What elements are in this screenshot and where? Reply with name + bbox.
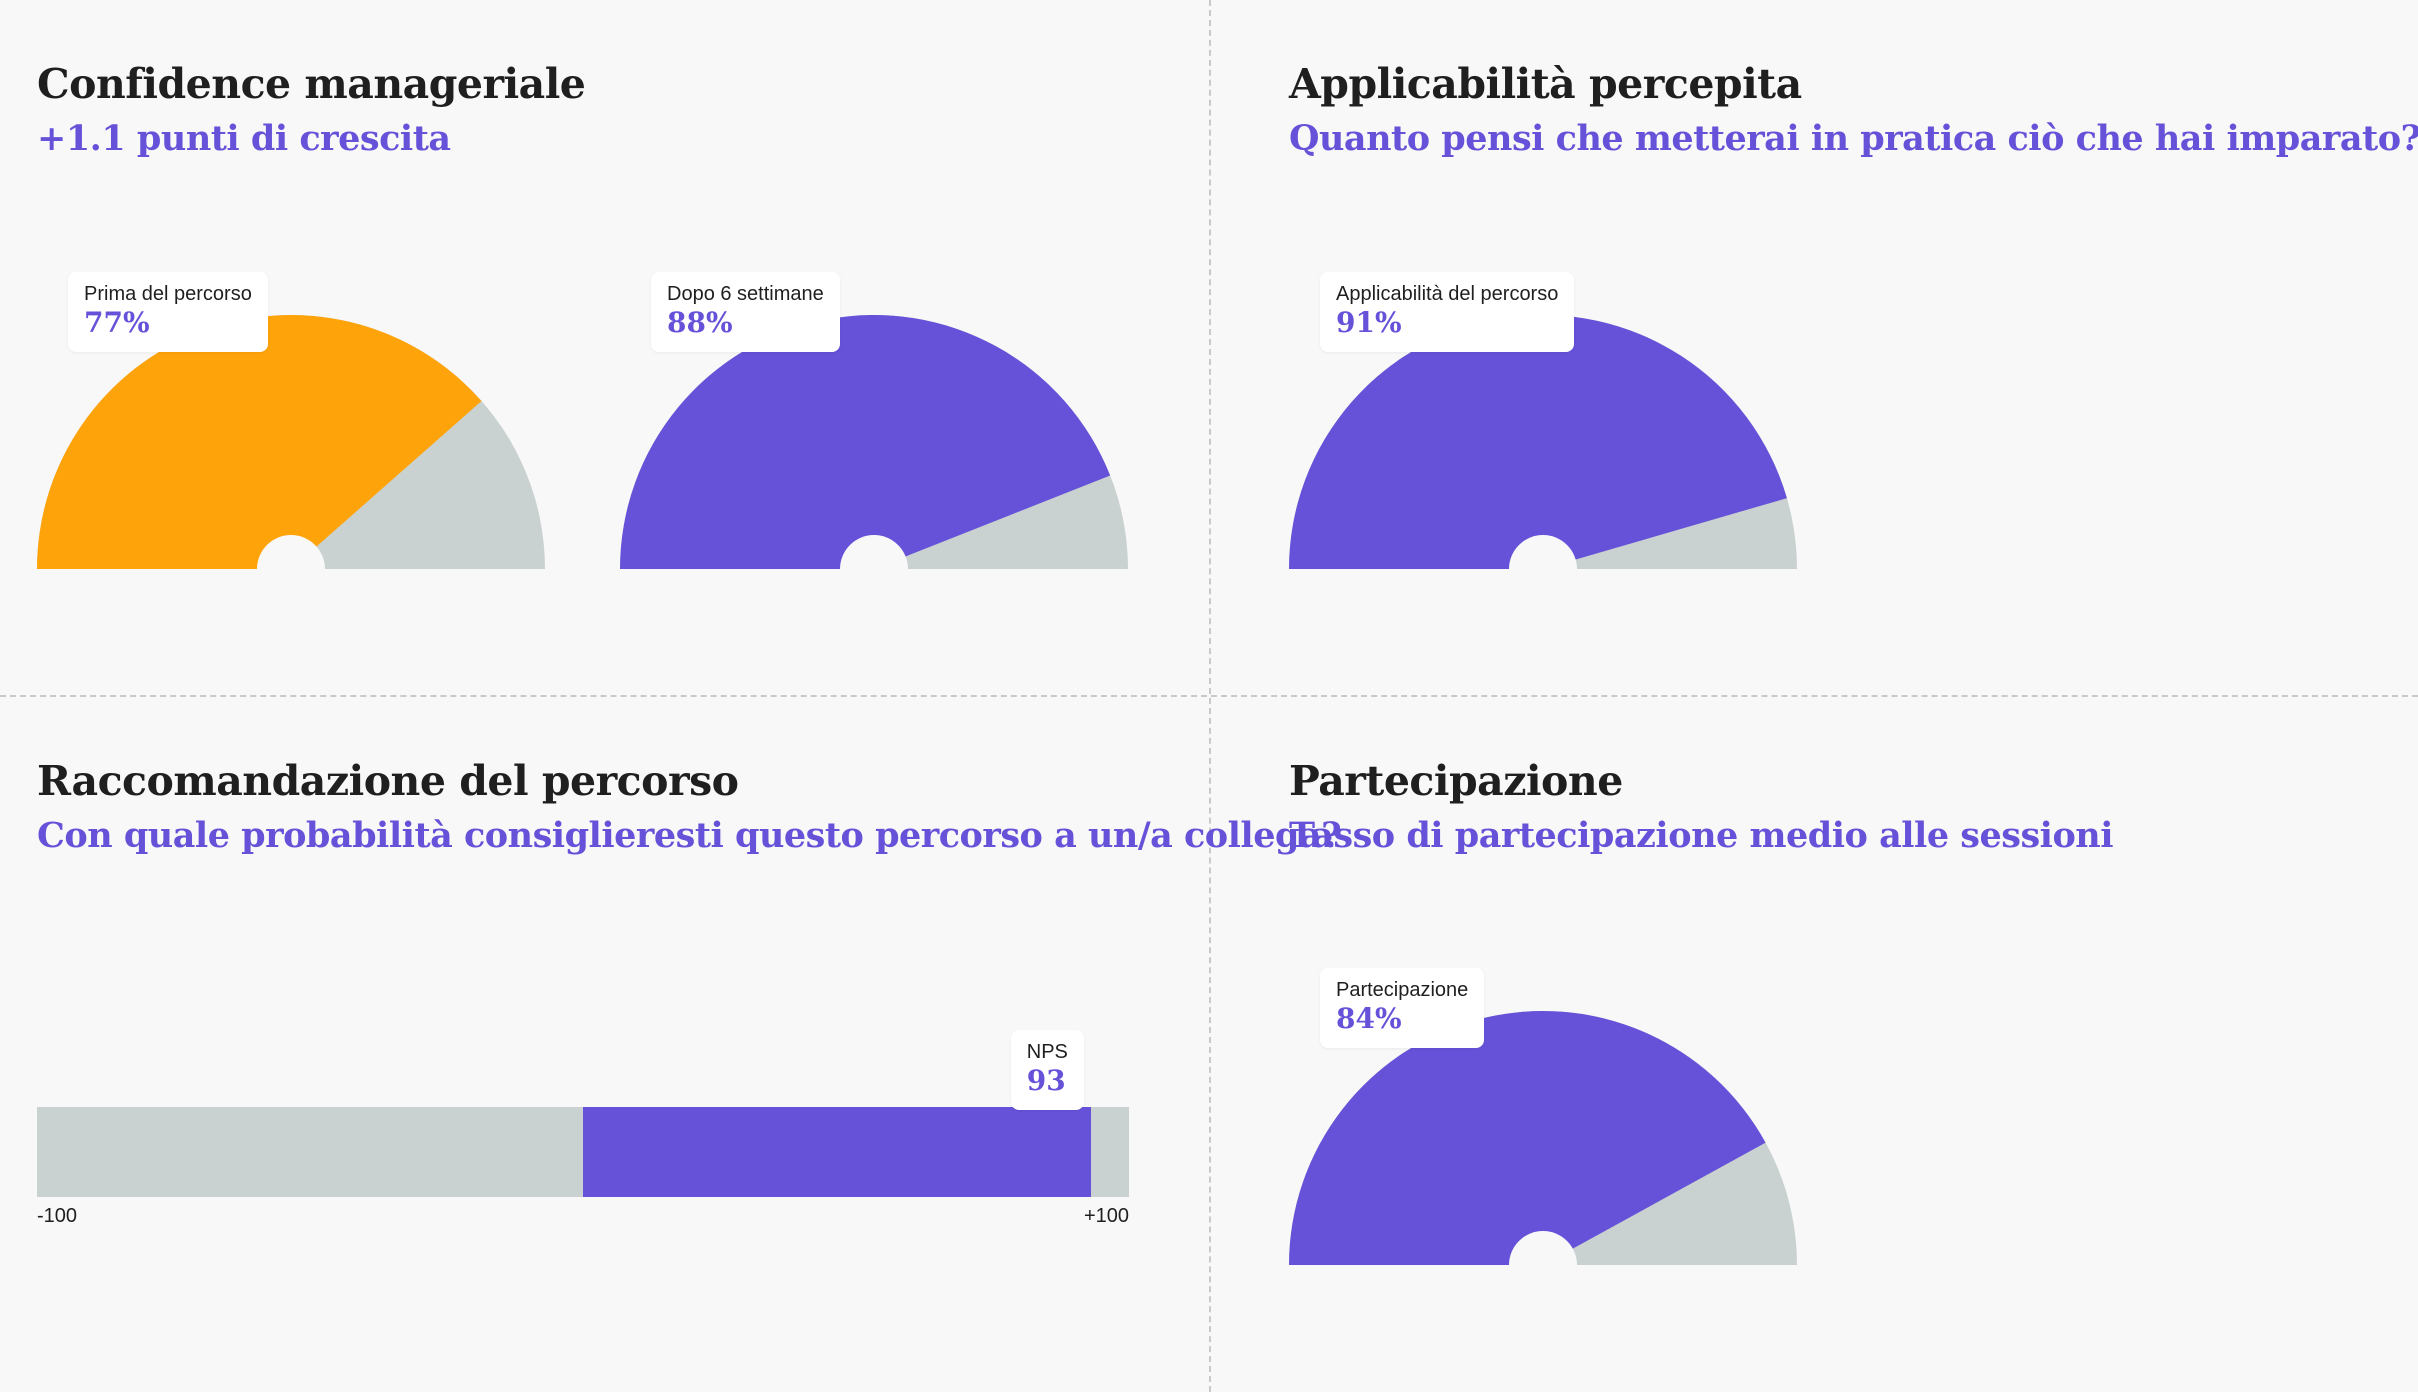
gauge-before-tooltip: Prima del percorso 77% (68, 272, 268, 352)
gauge-before-svg (37, 315, 545, 606)
gauge-after-svg (620, 315, 1128, 606)
nps-min-label: -100 (37, 1205, 78, 1227)
gauge-baseline-mask (1507, 570, 1579, 606)
gauge-value: 77% (84, 306, 150, 339)
panel-title: Confidence manageriale (37, 60, 586, 108)
gauge-value: 88% (667, 306, 733, 339)
gauge-label: Prima del percorso (84, 283, 252, 305)
nps-max-label: +100 (1083, 1205, 1129, 1227)
gauge-value: 91% (1336, 306, 1402, 339)
gauge-participation-svg (1289, 1010, 1797, 1302)
panel-title: Raccomandazione del percorso (37, 757, 739, 805)
gauge-participation-tooltip: Partecipazione 84% (1320, 968, 1485, 1048)
gauge-label: Partecipazione (1336, 979, 1469, 1001)
gauge-after: Dopo 6 settimane 88% (620, 272, 1128, 606)
gauge-after-tooltip: Dopo 6 settimane 88% (651, 272, 840, 352)
nps-value: 93 (1026, 1064, 1066, 1097)
horizontal-divider (0, 695, 2418, 697)
nps-fill-bar (583, 1107, 1091, 1197)
gauge-before: Prima del percorso 77% (37, 272, 545, 606)
gauge-applicability-tooltip: Applicabilità del percorso 91% (1320, 272, 1575, 352)
panel-subtitle: +1.1 punti di crescita (37, 118, 451, 159)
gauge-baseline-mask (255, 570, 327, 606)
gauge-value: 84% (1336, 1002, 1402, 1035)
gauge-baseline-mask (838, 570, 910, 606)
nps-bar-chart: NPS 93 -100 +100 (37, 1030, 1129, 1230)
gauge-participation: Partecipazione 84% (1289, 968, 1797, 1302)
nps-tooltip: NPS 93 (1010, 1030, 1084, 1110)
panel-subtitle: Tasso di partecipazione medio alle sessi… (1289, 815, 2114, 856)
gauge-fill (620, 315, 1111, 569)
panel-subtitle: Con quale probabilità consiglieresti que… (37, 815, 1342, 856)
panel-subtitle: Quanto pensi che metterai in pratica ciò… (1289, 118, 2418, 159)
gauge-fill (1289, 1010, 1766, 1265)
nps-track (37, 1107, 1129, 1197)
panel-title: Partecipazione (1289, 757, 1623, 805)
nps-label: NPS (1026, 1041, 1068, 1063)
gauge-applicability-svg (1289, 315, 1797, 606)
panel-title: Applicabilità percepita (1289, 60, 1802, 108)
gauge-fill (1289, 315, 1787, 569)
gauge-applicability: Applicabilità del percorso 91% (1289, 272, 1797, 606)
gauge-label: Applicabilità del percorso (1336, 283, 1559, 305)
gauge-fill (37, 315, 482, 569)
gauge-baseline-mask (1507, 1266, 1579, 1302)
gauge-label: Dopo 6 settimane (667, 283, 824, 305)
